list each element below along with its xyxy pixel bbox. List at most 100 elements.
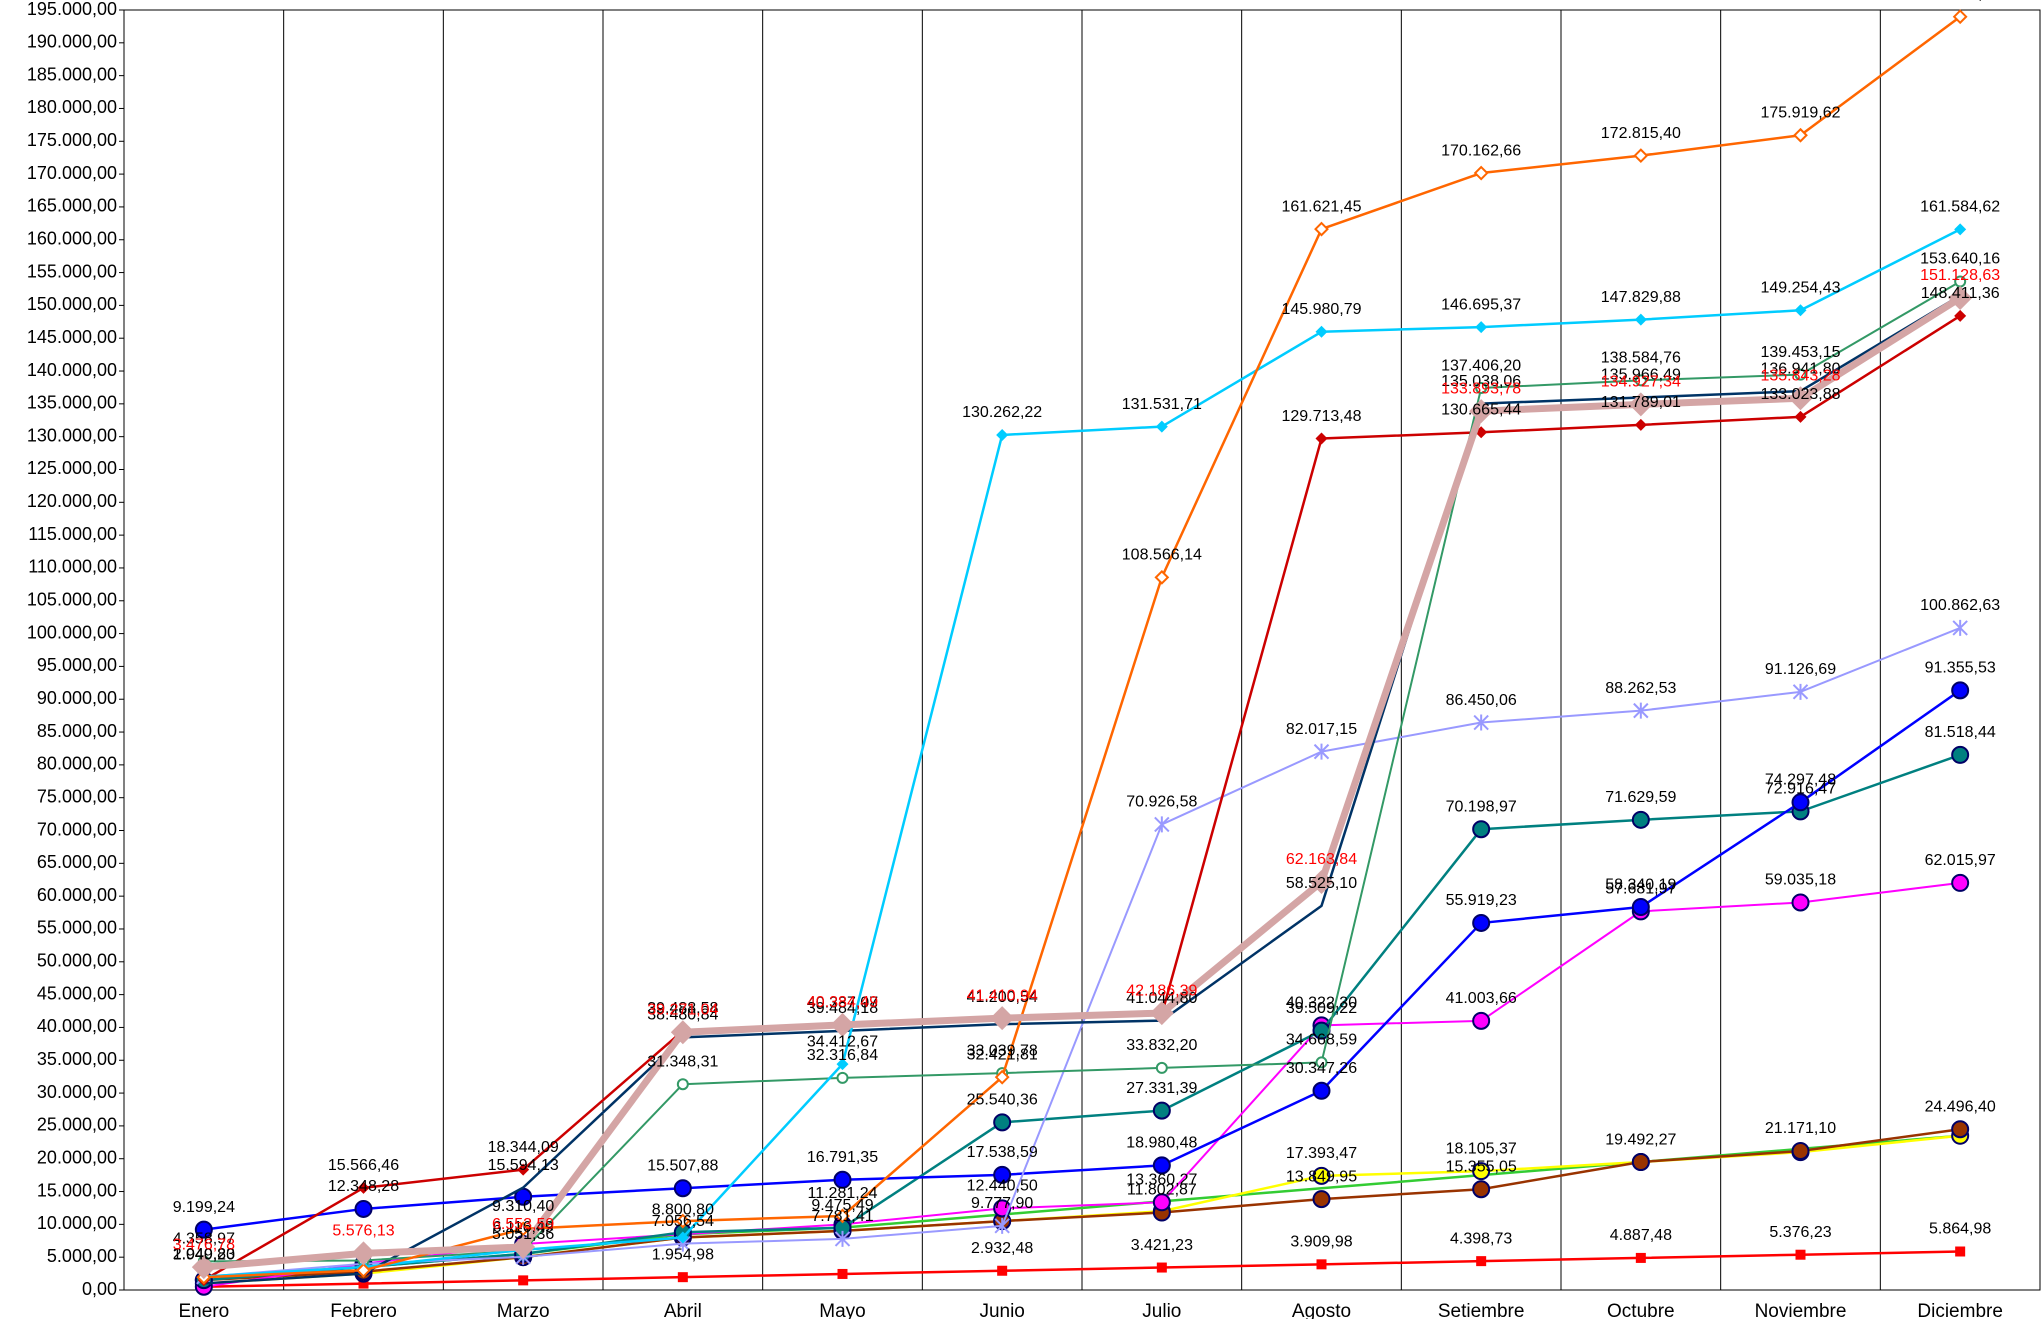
y-tick-label: 85.000,00: [37, 721, 117, 741]
data-label: 1.949,20: [173, 1246, 235, 1263]
marker: [1472, 913, 1491, 932]
data-label: 81.518,44: [1925, 724, 1996, 741]
data-label: 15.507,88: [647, 1157, 718, 1174]
marker: [1312, 1081, 1331, 1100]
x-tick-label: Junio: [979, 1301, 1024, 1319]
y-tick-label: 160.000,00: [27, 228, 117, 248]
y-tick-label: 0,00: [82, 1279, 117, 1299]
data-label: 58.525,10: [1286, 875, 1357, 892]
data-label: 5.376,23: [1769, 1224, 1831, 1241]
marker: [1469, 399, 1494, 424]
marker: [673, 1179, 692, 1198]
marker: [1633, 148, 1649, 164]
marker: [1152, 1156, 1171, 1175]
marker: [1475, 321, 1488, 334]
data-label: 9.777,90: [971, 1195, 1033, 1212]
x-tick-label: Setiembre: [1438, 1301, 1525, 1319]
data-label: 9.475,49: [811, 1197, 873, 1214]
data-label: 4.398,73: [1450, 1230, 1512, 1247]
marker: [677, 1272, 688, 1283]
marker: [1795, 1249, 1806, 1260]
data-label: 71.629,59: [1605, 789, 1676, 806]
x-tick-label: Enero: [178, 1301, 229, 1319]
data-label: 59.035,18: [1765, 872, 1836, 889]
marker: [1472, 1011, 1491, 1030]
marker: [1631, 1153, 1650, 1171]
marker: [830, 1012, 855, 1037]
data-label: 5.051,36: [492, 1226, 554, 1243]
data-label: 136.941,80: [1760, 360, 1840, 377]
data-label: 40.322,30: [1286, 995, 1357, 1012]
y-tick-label: 100.000,00: [27, 622, 117, 642]
data-label: 193.979,02: [1920, 0, 2000, 3]
data-label: 41.003,66: [1446, 990, 1517, 1007]
marker: [670, 1020, 695, 1045]
data-label: 153.640,16: [1920, 251, 2000, 268]
marker: [351, 1241, 376, 1266]
data-label: 146.695,37: [1441, 296, 1521, 313]
data-label: 82.017,15: [1286, 721, 1357, 738]
series-line: [203, 626, 1961, 1278]
data-label: 5.576,13: [332, 1223, 394, 1240]
marker: [675, 1213, 691, 1229]
data-label: 12.440,50: [967, 1178, 1038, 1195]
marker: [1155, 420, 1168, 433]
data-label: 5.864,98: [1929, 1221, 1991, 1238]
data-label: 161.584,62: [1920, 199, 2000, 216]
y-tick-label: 30.000,00: [37, 1082, 117, 1102]
y-tick-label: 50.000,00: [37, 951, 117, 971]
y-tick-label: 140.000,00: [27, 360, 117, 380]
y-tick-label: 175.000,00: [27, 130, 117, 150]
y-tick-label: 120.000,00: [27, 491, 117, 511]
data-label: 130.262,22: [962, 404, 1042, 421]
data-label: 58.340,19: [1605, 876, 1676, 893]
data-label: 133.023,88: [1760, 386, 1840, 403]
data-label: 25.540,36: [967, 1092, 1038, 1109]
marker: [1149, 1001, 1174, 1026]
marker: [1316, 1259, 1327, 1270]
y-tick-label: 135.000,00: [27, 393, 117, 413]
marker: [1152, 1101, 1171, 1120]
data-label: 70.198,97: [1446, 798, 1517, 815]
data-label: 62.015,97: [1925, 852, 1996, 869]
marker: [1472, 820, 1491, 839]
data-label: 55.919,23: [1446, 892, 1517, 909]
data-label: 27.331,39: [1126, 1080, 1197, 1097]
marker: [1313, 743, 1330, 760]
data-label: 38.480,84: [647, 1007, 718, 1024]
marker: [1473, 165, 1489, 181]
y-tick-label: 155.000,00: [27, 261, 117, 281]
marker: [1634, 313, 1647, 326]
data-label: 91.126,69: [1765, 661, 1836, 678]
data-label: 130.665,44: [1441, 402, 1521, 419]
data-label: 88.262,53: [1605, 680, 1676, 697]
marker: [1154, 816, 1170, 833]
marker: [1951, 681, 1970, 700]
series-line: [203, 1250, 1961, 1289]
series-line: [203, 753, 1961, 1282]
data-label: 100.862,63: [1920, 597, 2000, 614]
data-label: 9.310,40: [492, 1198, 554, 1215]
marker: [1948, 285, 1973, 310]
data-label: 33.832,20: [1126, 1037, 1197, 1054]
data-label: 39.271,04: [647, 1001, 718, 1018]
data-label: 13.849,95: [1286, 1168, 1357, 1185]
data-label: 15.594,13: [488, 1157, 559, 1174]
marker: [1793, 127, 1808, 143]
y-tick-label: 170.000,00: [27, 163, 117, 183]
y-tick-label: 60.000,00: [37, 885, 117, 905]
data-label: 39.509,22: [1286, 1000, 1357, 1017]
y-tick-label: 65.000,00: [37, 852, 117, 872]
x-tick-label: Noviembre: [1755, 1301, 1847, 1319]
y-tick-label: 150.000,00: [27, 294, 117, 314]
marker: [354, 1199, 373, 1218]
marker: [1794, 410, 1807, 423]
data-label: 4.358,97: [173, 1231, 235, 1248]
marker: [1314, 221, 1329, 237]
marker: [1633, 702, 1649, 719]
data-label: 149.254,43: [1760, 279, 1840, 296]
y-tick-label: 145.000,00: [27, 327, 117, 347]
data-label: 2.040,83: [173, 1246, 235, 1263]
data-label: 34.668,59: [1286, 1032, 1357, 1049]
marker: [1954, 223, 1967, 236]
